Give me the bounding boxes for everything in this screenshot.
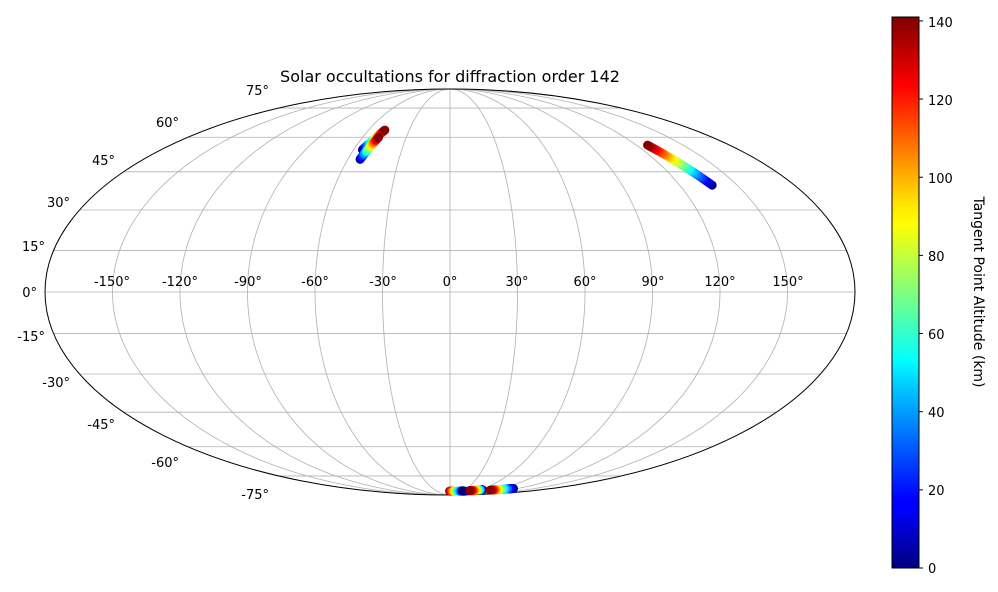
- lon-tick-label: -150°: [94, 275, 130, 290]
- latitude-tick-labels: 75° 60° 45° 30° 15° 0° -15° -30° -45° -6…: [17, 84, 269, 503]
- lon-tick-label: 30°: [505, 275, 528, 290]
- data-point: [643, 140, 653, 150]
- lat-tick-label: -45°: [87, 418, 115, 433]
- meridian-line: [449, 89, 518, 495]
- colorbar-tick-label: 60: [928, 328, 945, 343]
- colorbar: 0 20 40 60 80 100 120 140 Tangent Point …: [891, 16, 986, 577]
- lat-tick-label: 0°: [22, 286, 37, 301]
- colorbar-label: Tangent Point Altitude (km): [970, 195, 986, 387]
- data-point: [374, 132, 384, 142]
- meridian-line: [314, 89, 451, 495]
- occultation-points: [355, 125, 717, 496]
- lon-tick-label: -60°: [301, 275, 329, 290]
- lon-tick-label: 120°: [704, 275, 735, 290]
- map-grid: [45, 89, 855, 495]
- lat-tick-label: -30°: [42, 376, 70, 391]
- colorbar-tick-label: 0: [928, 562, 936, 577]
- lon-tick-label: 150°: [772, 275, 803, 290]
- data-point: [380, 125, 390, 135]
- data-point: [485, 485, 495, 495]
- lat-tick-label: -60°: [151, 456, 179, 471]
- colorbar-gradient: [891, 16, 920, 569]
- lat-tick-label: -15°: [17, 330, 45, 345]
- lon-tick-label: 90°: [641, 275, 664, 290]
- lat-tick-label: 60°: [156, 116, 179, 131]
- meridian-line: [179, 89, 451, 495]
- meridian-line: [247, 89, 451, 495]
- lon-tick-label: 0°: [443, 275, 458, 290]
- lon-tick-label: 60°: [573, 275, 596, 290]
- lon-tick-label: -90°: [234, 275, 262, 290]
- meridian-line: [112, 89, 451, 495]
- lat-tick-label: -75°: [241, 488, 269, 503]
- colorbar-tick-label: 120: [928, 94, 953, 109]
- data-point: [465, 485, 475, 495]
- meridian-line: [382, 89, 451, 495]
- lat-tick-label: 45°: [92, 154, 115, 169]
- colorbar-tick-marks: [919, 20, 923, 569]
- colorbar-tick-label: 140: [928, 16, 953, 31]
- meridian-line: [449, 89, 653, 495]
- colorbar-tick-label: 40: [928, 406, 945, 421]
- data-point: [457, 486, 467, 496]
- longitude-tick-labels: -150° -120° -90° -60° -30° 0° 30° 60° 90…: [94, 275, 804, 290]
- colorbar-tick-label: 20: [928, 484, 945, 499]
- lat-tick-label: 30°: [47, 196, 70, 211]
- chart-title: Solar occultations for diffraction order…: [280, 67, 620, 86]
- lat-tick-label: 15°: [22, 240, 45, 255]
- meridian-line: [449, 89, 586, 495]
- colorbar-ticks: 0 20 40 60 80 100 120 140: [928, 16, 953, 577]
- lon-tick-label: -120°: [162, 275, 198, 290]
- meridian-gridlines: [112, 89, 788, 495]
- lon-tick-label: -30°: [369, 275, 397, 290]
- meridian-line: [449, 89, 788, 495]
- colorbar-tick-label: 80: [928, 250, 945, 265]
- colorbar-tick-label: 100: [928, 172, 953, 187]
- meridian-line: [449, 89, 721, 495]
- lat-tick-label: 75°: [246, 84, 269, 99]
